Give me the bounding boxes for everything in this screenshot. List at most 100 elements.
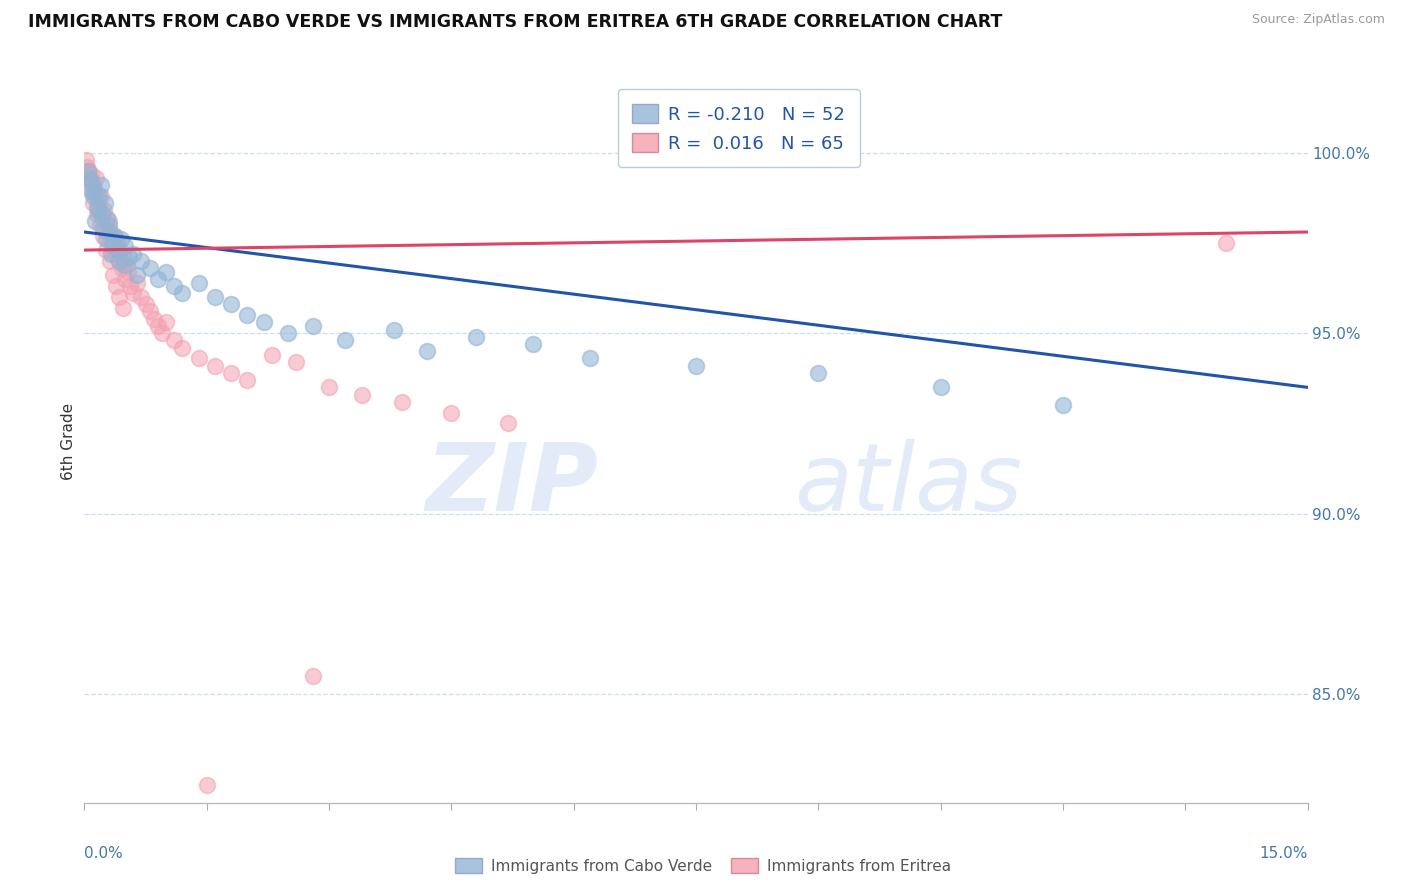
Point xyxy=(82,178,104,192)
Point xyxy=(464,330,486,344)
Point xyxy=(522,337,544,351)
Point xyxy=(103,228,125,243)
Point xyxy=(195,778,218,792)
Point xyxy=(131,254,153,268)
Point xyxy=(110,243,132,257)
Point xyxy=(416,344,439,359)
Point xyxy=(115,258,138,272)
Point xyxy=(86,193,108,207)
Text: ZIP: ZIP xyxy=(425,439,598,531)
Point xyxy=(350,387,373,401)
Point xyxy=(84,170,107,185)
Point xyxy=(100,225,122,239)
Text: 0.0%: 0.0% xyxy=(84,847,124,861)
Point xyxy=(204,290,226,304)
Point xyxy=(155,315,177,329)
Point xyxy=(111,261,134,276)
Point xyxy=(114,239,136,253)
Point xyxy=(104,228,127,243)
Point xyxy=(84,214,107,228)
Point xyxy=(97,214,120,228)
Point xyxy=(146,272,169,286)
Point xyxy=(236,373,259,387)
Point xyxy=(498,417,520,431)
Point xyxy=(100,246,122,260)
Point xyxy=(440,406,463,420)
Point xyxy=(110,232,132,246)
Point xyxy=(1052,399,1074,413)
Point xyxy=(96,225,118,239)
Point xyxy=(82,196,104,211)
Point xyxy=(107,254,129,268)
Point xyxy=(89,218,111,232)
Point xyxy=(75,153,97,167)
Point xyxy=(77,170,100,185)
Point xyxy=(94,218,117,232)
Point xyxy=(301,669,323,683)
Point xyxy=(335,334,357,348)
Point xyxy=(285,355,308,369)
Point xyxy=(87,200,110,214)
Point xyxy=(83,182,105,196)
Point xyxy=(391,394,413,409)
Point xyxy=(80,186,103,200)
Point xyxy=(135,297,157,311)
Point xyxy=(122,286,145,301)
Point xyxy=(150,326,173,341)
Point xyxy=(301,318,323,333)
Point xyxy=(277,326,299,341)
Point xyxy=(91,228,114,243)
Point xyxy=(105,235,128,250)
Point xyxy=(219,297,242,311)
Point xyxy=(100,232,122,246)
Text: IMMIGRANTS FROM CABO VERDE VS IMMIGRANTS FROM ERITREA 6TH GRADE CORRELATION CHAR: IMMIGRANTS FROM CABO VERDE VS IMMIGRANTS… xyxy=(28,13,1002,31)
Point xyxy=(685,359,707,373)
Point xyxy=(91,207,114,221)
Point xyxy=(104,246,127,260)
Point xyxy=(91,211,114,225)
Point xyxy=(79,182,101,196)
Point xyxy=(76,160,98,174)
Point xyxy=(87,203,110,218)
Point xyxy=(138,304,160,318)
Point xyxy=(101,239,124,253)
Text: atlas: atlas xyxy=(794,440,1022,531)
Point xyxy=(87,189,110,203)
Point xyxy=(108,290,131,304)
Point xyxy=(80,167,103,181)
Point xyxy=(97,218,120,232)
Point xyxy=(122,246,145,260)
Point xyxy=(96,232,118,246)
Point xyxy=(96,211,118,225)
Point xyxy=(93,196,115,211)
Point xyxy=(101,235,124,250)
Point xyxy=(579,351,602,366)
Point xyxy=(219,366,242,380)
Point xyxy=(83,186,105,200)
Point xyxy=(1215,235,1237,250)
Point xyxy=(105,243,128,257)
Point xyxy=(80,174,103,188)
Point xyxy=(118,250,141,264)
Point xyxy=(111,301,134,315)
Legend: R = -0.210   N = 52, R =  0.016   N = 65: R = -0.210 N = 52, R = 0.016 N = 65 xyxy=(617,89,859,167)
Point xyxy=(807,366,830,380)
Point xyxy=(118,279,141,293)
Point xyxy=(187,351,209,366)
Point xyxy=(114,272,136,286)
Point xyxy=(155,265,177,279)
Point xyxy=(105,279,128,293)
Point xyxy=(77,163,100,178)
Point xyxy=(117,265,139,279)
Point xyxy=(138,261,160,276)
Point xyxy=(107,254,129,268)
Point xyxy=(163,279,186,293)
Point xyxy=(127,268,149,283)
Text: Source: ZipAtlas.com: Source: ZipAtlas.com xyxy=(1251,13,1385,27)
Point xyxy=(90,189,112,203)
Point xyxy=(929,380,952,394)
Point xyxy=(77,174,100,188)
Point xyxy=(82,189,104,203)
Point xyxy=(112,250,135,264)
Point xyxy=(91,221,114,235)
